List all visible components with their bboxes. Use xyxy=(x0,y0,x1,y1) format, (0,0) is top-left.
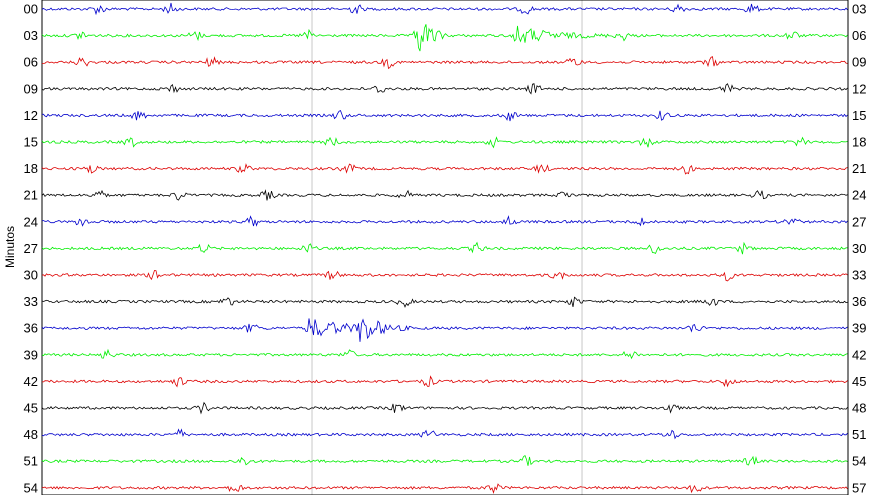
right-time-label: 15 xyxy=(852,108,866,123)
trace-row-15 xyxy=(41,136,848,149)
trace-row-39 xyxy=(41,348,848,360)
trace-row-54 xyxy=(41,483,848,494)
right-time-label: 18 xyxy=(852,135,866,150)
left-time-label: 51 xyxy=(24,454,38,469)
left-time-label: 00 xyxy=(24,2,38,17)
right-time-label: 21 xyxy=(852,161,866,176)
left-time-label: 15 xyxy=(24,135,38,150)
right-time-label: 36 xyxy=(852,294,866,309)
right-time-label: 06 xyxy=(852,28,866,43)
left-time-label: 24 xyxy=(24,214,38,229)
left-time-label: 48 xyxy=(24,427,38,442)
left-time-label: 09 xyxy=(24,81,38,96)
trace-row-45 xyxy=(41,401,848,415)
left-time-labels: 00 03 06 09 12 15 18 21 24 27 30 33 36 39 42 45 48 51 54 xyxy=(24,2,38,495)
right-time-label: 42 xyxy=(852,347,866,362)
right-time-label: 03 xyxy=(852,2,866,17)
left-time-label: 21 xyxy=(24,188,38,203)
right-time-label: 12 xyxy=(852,81,866,96)
left-time-label: 12 xyxy=(24,108,38,123)
left-time-label: 18 xyxy=(24,161,38,176)
trace-row-48 xyxy=(41,428,848,440)
right-time-label: 33 xyxy=(852,268,866,283)
trace-row-03 xyxy=(41,24,848,52)
trace-row-09 xyxy=(41,83,848,95)
right-time-labels: 03 06 09 12 15 18 21 24 27 30 33 36 39 42 45 48 51 54 57 xyxy=(852,2,866,495)
right-time-label: 48 xyxy=(852,401,866,416)
trace-row-36 xyxy=(41,318,848,342)
left-time-label: 54 xyxy=(24,480,38,495)
trace-row-24 xyxy=(41,215,848,227)
right-time-label: 39 xyxy=(852,321,866,336)
left-time-label: 45 xyxy=(24,401,38,416)
right-time-label: 09 xyxy=(852,55,866,70)
trace-row-51 xyxy=(41,454,848,466)
right-time-label: 27 xyxy=(852,214,866,229)
trace-row-06 xyxy=(42,56,848,70)
trace-row-42 xyxy=(42,375,848,388)
trace-row-27 xyxy=(41,241,848,255)
trace-row-30 xyxy=(41,269,848,282)
left-time-label: 06 xyxy=(24,55,38,70)
trace-row-18 xyxy=(41,163,848,175)
right-time-label: 51 xyxy=(852,427,866,442)
trace-row-00 xyxy=(41,2,848,16)
right-time-label: 45 xyxy=(852,374,866,389)
right-time-label: 54 xyxy=(852,454,866,469)
right-time-label: 57 xyxy=(852,480,866,495)
trace-row-12 xyxy=(41,110,848,122)
right-time-label: 30 xyxy=(852,241,866,256)
traces xyxy=(41,2,848,494)
left-time-label: 30 xyxy=(24,268,38,283)
y-axis-title: Minutos xyxy=(3,226,17,268)
left-time-label: 27 xyxy=(24,241,38,256)
plot-frame xyxy=(41,0,849,495)
left-time-label: 39 xyxy=(24,347,38,362)
left-time-label: 42 xyxy=(24,374,38,389)
trace-row-33 xyxy=(41,296,848,308)
right-time-label: 24 xyxy=(852,188,866,203)
left-time-label: 33 xyxy=(24,294,38,309)
left-time-label: 03 xyxy=(24,28,38,43)
trace-row-21 xyxy=(41,189,848,201)
left-time-label: 36 xyxy=(24,321,38,336)
